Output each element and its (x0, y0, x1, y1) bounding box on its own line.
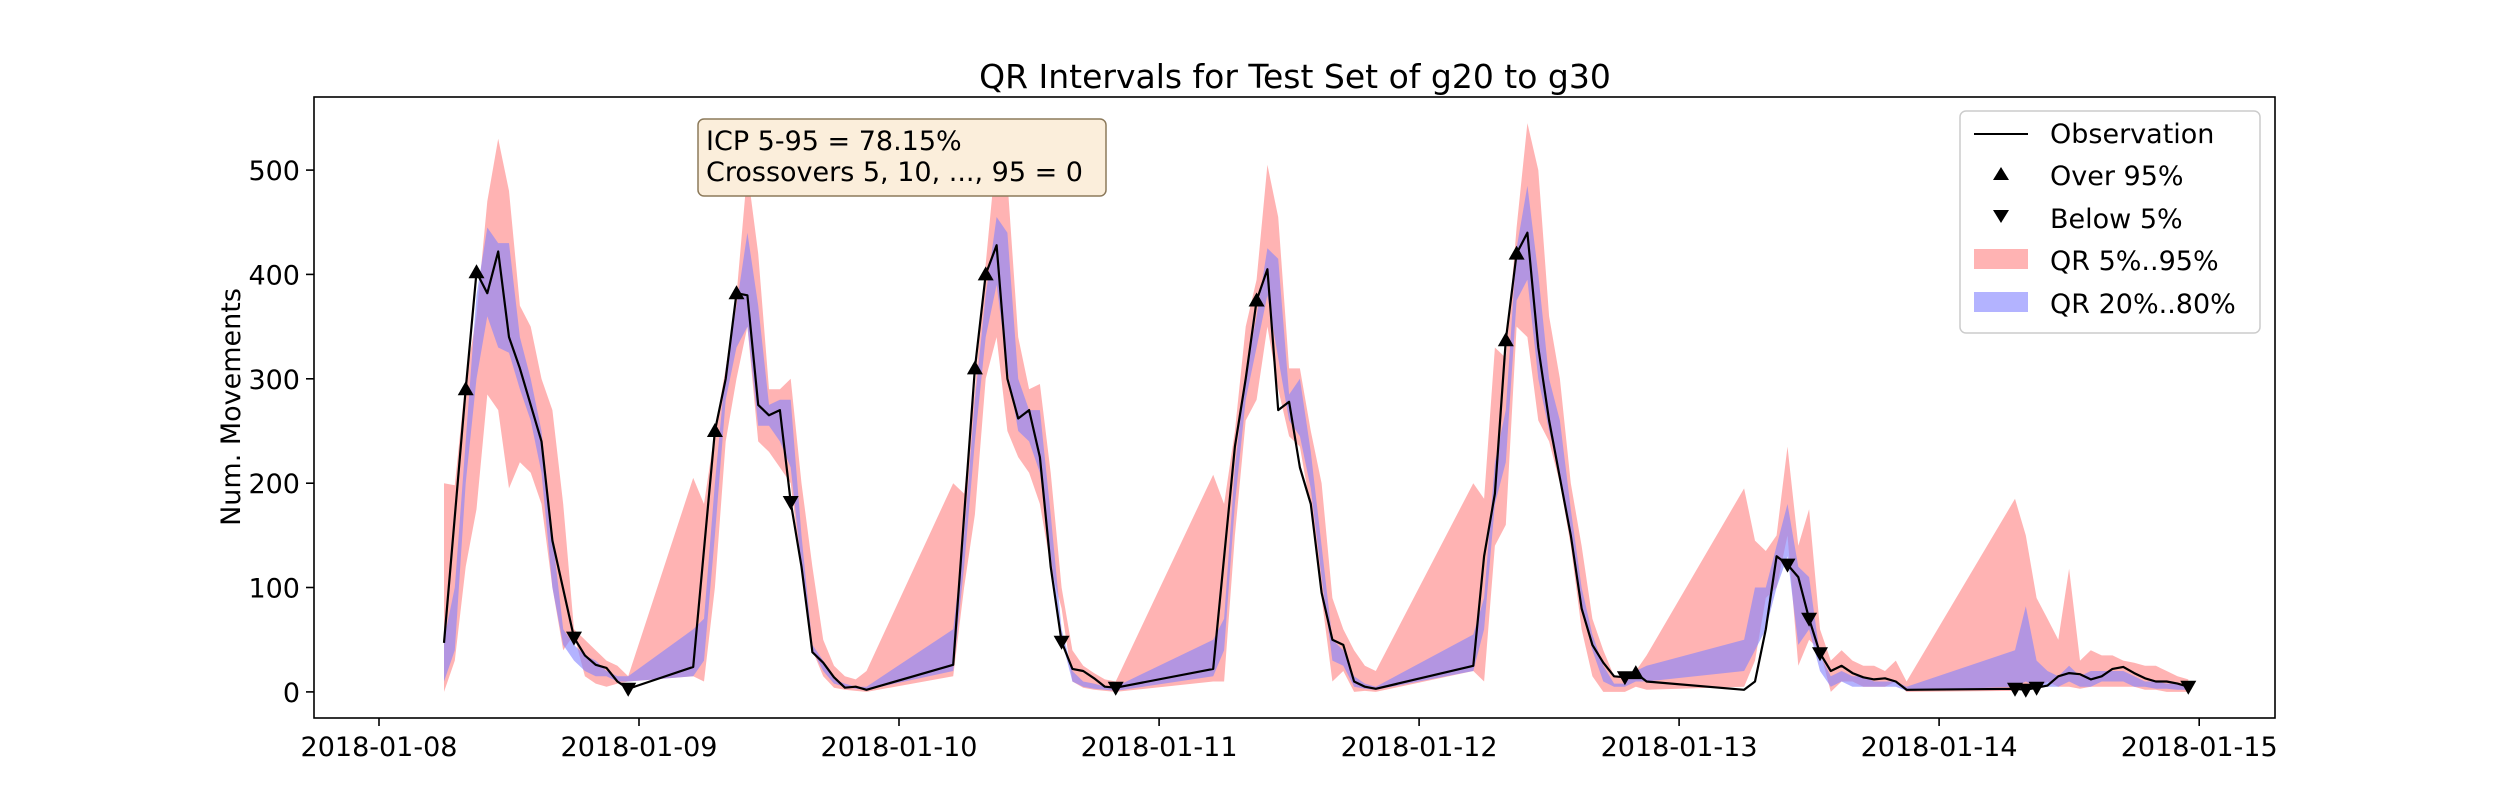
over-95-marker (1508, 245, 1525, 260)
legend-triangle-up-icon (1993, 167, 2009, 180)
legend-band-80-swatch (1974, 292, 2028, 312)
below-5-marker (620, 682, 637, 697)
legend-triangle-down-icon (1993, 210, 2009, 223)
over-95-marker (457, 381, 474, 396)
below-5-marker (1053, 635, 1070, 650)
observation-line-layer (442, 231, 2189, 691)
over-95-marker (468, 264, 485, 279)
y-tick-label: 300 (248, 365, 300, 396)
below-5-marker (1779, 558, 1796, 573)
over-95-marker (1248, 292, 1265, 307)
below-5-marker (1801, 612, 1818, 627)
x-tick-label: 2018-01-09 (561, 732, 718, 763)
below-5-marker (1812, 647, 1828, 662)
below-5-marker (2017, 683, 2034, 698)
x-tick-label: 2018-01-14 (1861, 732, 2018, 763)
legend-frame (1959, 110, 2261, 334)
x-tick-label: 2018-01-15 (2121, 732, 2278, 763)
below-5-marker (2007, 682, 2023, 697)
legend-label-band-5-95: QR 5%..95% (2050, 246, 2219, 277)
band-5-95-area (444, 123, 2189, 692)
band-20-80-area (444, 185, 2189, 691)
x-tick-label: 2018-01-11 (1081, 732, 1238, 763)
annotation-background (697, 118, 1107, 197)
legend-label-band-20-80: QR 20%..80% (2050, 289, 2236, 320)
x-tick-label: 2018-01-13 (1601, 732, 1758, 763)
over-95-marker (966, 360, 983, 375)
y-tick-label: 200 (248, 469, 300, 500)
below-5-marker (2028, 681, 2045, 696)
annotation-icp-text: ICP 5-95 = 78.15% (706, 126, 962, 157)
y-axis-label: Num. Movements (216, 288, 247, 526)
over-95-marker (1497, 332, 1514, 347)
over-95-marker (706, 423, 723, 437)
legend-label-observation: Observation (2050, 119, 2214, 150)
over-95-marker (728, 285, 745, 300)
y-axis: 0 100 200 300 400 500 (248, 156, 314, 709)
over-95-marker (977, 266, 994, 281)
legend: Observation Over 95% Below 5% QR 5%..95%… (1959, 110, 2261, 334)
legend-label-below-5: Below 5% (2050, 204, 2183, 235)
x-tick-label: 2018-01-08 (301, 732, 458, 763)
chart-title: QR Intervals for Test Set of g20 to g30 (979, 57, 1611, 96)
x-tick-label: 2018-01-12 (1341, 732, 1498, 763)
x-axis: 2018-01-08 2018-01-09 2018-01-10 2018-01-11… (301, 718, 2278, 763)
y-tick-label: 400 (248, 260, 300, 291)
legend-band-95-swatch (1974, 249, 2028, 269)
below-5-marker (566, 631, 582, 646)
interval-bands (444, 123, 2189, 692)
x-tick-label: 2018-01-10 (821, 732, 978, 763)
observation-line (442, 231, 2189, 691)
y-tick-label: 0 (283, 678, 300, 709)
below-5-marker (1616, 671, 1633, 686)
plot-area (314, 97, 2275, 718)
plot-frame (313, 96, 2276, 719)
below-5-marker (2180, 680, 2197, 695)
exceedance-markers (457, 245, 2197, 698)
annotation-crossovers-text: Crossovers 5, 10, ..., 95 = 0 (706, 157, 1083, 188)
below-5-marker (1107, 681, 1124, 696)
annotation-box: ICP 5-95 = 78.15% Crossovers 5, 10, ...,… (697, 118, 1107, 197)
below-5-marker (782, 496, 799, 510)
over-95-marker (1627, 665, 1644, 680)
legend-label-over-95: Over 95% (2050, 161, 2184, 192)
y-tick-label: 500 (248, 156, 300, 187)
y-tick-label: 100 (248, 574, 300, 605)
